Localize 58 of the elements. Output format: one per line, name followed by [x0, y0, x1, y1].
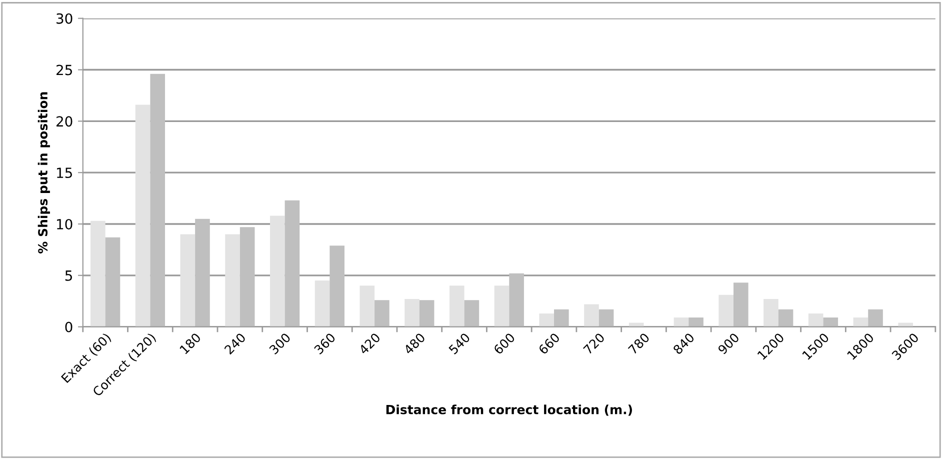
bar: [330, 246, 344, 327]
bar: [688, 318, 704, 327]
bar: [674, 318, 689, 327]
bar: [90, 220, 106, 327]
y-axis-title: % Ships put in position: [38, 92, 50, 254]
bar: [419, 300, 434, 327]
x-tick-label: 420: [358, 332, 381, 355]
x-tick-label: 660: [538, 332, 560, 355]
x-tick-label: 480: [403, 332, 426, 355]
x-tick-label: 600: [493, 332, 516, 355]
x-tick-label: 300: [268, 332, 292, 355]
bar: [823, 318, 838, 327]
bar: [733, 282, 748, 327]
x-tick-label: 900: [717, 332, 740, 355]
bar: [180, 234, 196, 327]
bar: [314, 280, 330, 327]
x-tick-label: 540: [448, 332, 471, 355]
x-tick-label: 240: [224, 332, 246, 355]
bar: [853, 318, 868, 327]
bar: [240, 227, 255, 327]
bar: [374, 300, 390, 327]
bar: [718, 294, 734, 327]
bar: [539, 313, 554, 327]
bar: [778, 309, 794, 327]
bar: [360, 286, 375, 327]
bar: [105, 237, 120, 327]
y-tick-label: 5: [65, 270, 72, 281]
y-tick-label: 0: [65, 322, 72, 332]
y-tick-label: 10: [57, 218, 72, 230]
bar: [898, 322, 913, 327]
x-tick-label: 360: [314, 332, 336, 355]
y-tick-label: 25: [56, 64, 72, 76]
bar: [764, 299, 778, 327]
bar: [270, 216, 285, 327]
bar: [868, 309, 883, 327]
x-tick-label: 180: [179, 332, 202, 354]
bar: [449, 286, 464, 327]
bar: [584, 304, 599, 327]
bar: [494, 286, 510, 327]
bar: [509, 273, 524, 327]
x-tick-label: 840: [672, 332, 695, 355]
bar: [284, 200, 300, 327]
bar: [225, 234, 240, 327]
bar: [150, 74, 166, 327]
x-axis-title: Distance from correct location (m.): [386, 404, 632, 416]
x-tick-label: 780: [628, 332, 650, 355]
x-tick-label: 720: [582, 332, 606, 355]
bar: [808, 313, 824, 327]
bar: [404, 299, 420, 327]
y-tick-label: 15: [57, 168, 72, 178]
y-tick-label: 20: [56, 116, 72, 127]
y-tick-label: 30: [56, 13, 72, 24]
bar: [195, 218, 210, 327]
bar: [464, 300, 480, 327]
bar: [135, 104, 150, 327]
bar: [628, 322, 644, 327]
bar: [598, 309, 614, 327]
bar: [554, 309, 569, 327]
